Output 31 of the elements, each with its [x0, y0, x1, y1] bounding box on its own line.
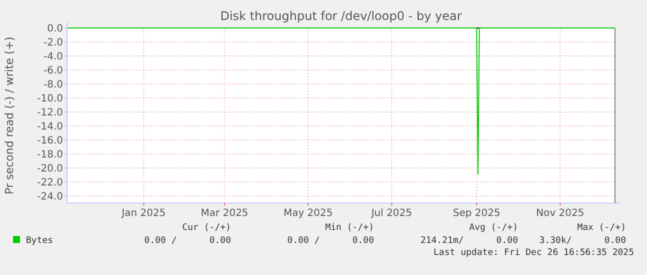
y-tick-label: -20.0: [37, 164, 63, 174]
y-tick-label: -8.0: [43, 80, 63, 90]
y-tick-label: -6.0: [43, 66, 63, 76]
y-tick-label: -14.0: [37, 122, 63, 132]
legend-label: Bytes: [26, 236, 54, 246]
x-tick-label: Sep 2025: [452, 208, 500, 219]
x-tick-label: Jan 2025: [120, 208, 166, 219]
text: Cur (-/+): [182, 223, 231, 233]
y-tick-label: 0.0: [47, 24, 63, 34]
y-tick-label: -12.0: [37, 108, 63, 118]
y-tick-label: -2.0: [43, 38, 63, 48]
text: Max (-/+): [577, 223, 626, 233]
y-axis-title: Pr second read (-) / write (+): [3, 36, 16, 194]
text: 214.21m/ 0.00: [420, 236, 518, 246]
x-tick-label: Nov 2025: [536, 208, 584, 219]
y-tick-label: -10.0: [37, 94, 63, 104]
y-tick-label: -4.0: [43, 52, 63, 62]
x-tick-label: Jul 2025: [370, 208, 412, 219]
x-tick-label: May 2025: [283, 208, 333, 219]
y-tick-label: -24.0: [37, 192, 63, 202]
y-tick-label: -16.0: [37, 136, 63, 146]
x-tick-label: Mar 2025: [200, 208, 248, 219]
chart-title: Disk throughput for /dev/loop0 - by year: [220, 9, 462, 23]
text: 0.00 / 0.00: [144, 236, 231, 246]
y-tick-label: -18.0: [37, 150, 63, 160]
text: Avg (-/+): [469, 223, 518, 233]
text: 3.30k/ 0.00: [539, 236, 626, 246]
text: 0.00 / 0.00: [287, 236, 374, 246]
text: Last update: Fri Dec 26 16:56:35 2025: [434, 248, 634, 258]
y-tick-label: -22.0: [37, 178, 63, 188]
text: Min (-/+): [325, 223, 374, 233]
